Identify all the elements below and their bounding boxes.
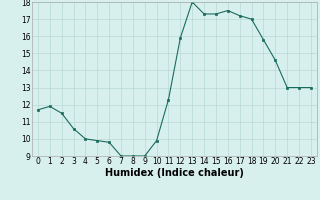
X-axis label: Humidex (Indice chaleur): Humidex (Indice chaleur) — [105, 168, 244, 178]
